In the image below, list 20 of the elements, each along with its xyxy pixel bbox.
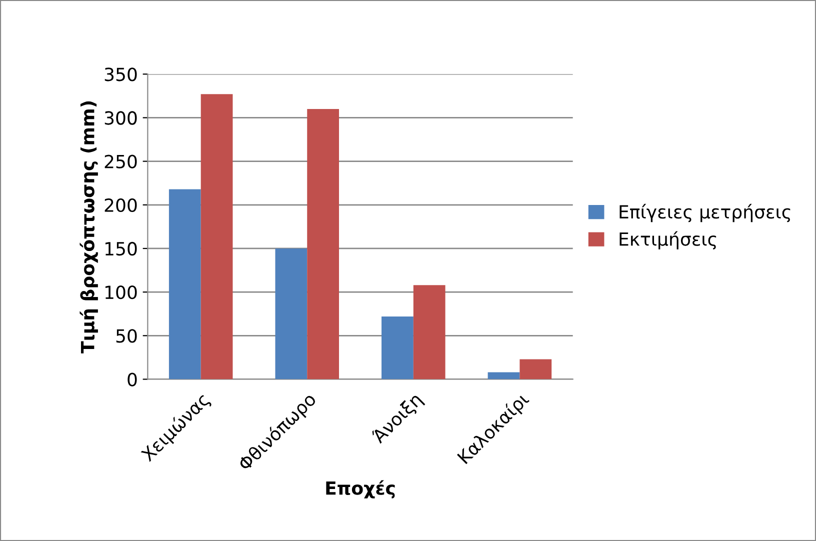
x-axis-title: Εποχές xyxy=(326,480,395,498)
bar xyxy=(382,316,414,380)
y-tick-label: 100 xyxy=(105,286,137,300)
bar xyxy=(488,372,520,380)
bar xyxy=(200,94,233,380)
y-axis-title: Τιμή βροχόπτωσης (mm) xyxy=(80,101,98,354)
y-tick-label: 50 xyxy=(116,329,137,343)
bar xyxy=(168,189,201,380)
bar xyxy=(275,248,308,380)
y-tick-label: 300 xyxy=(104,111,137,125)
legend-label: Επίγειες μετρήσεις xyxy=(620,204,790,222)
y-tick-label: 0 xyxy=(128,372,137,386)
bar xyxy=(307,108,340,380)
bar xyxy=(413,285,446,380)
bar xyxy=(520,359,552,380)
y-tick-label: 150 xyxy=(105,242,137,256)
legend-label: Εκτιμήσεις xyxy=(620,231,716,250)
y-tick-label: 350 xyxy=(104,68,137,82)
y-tick-label: 200 xyxy=(104,198,137,212)
y-tick-label: 250 xyxy=(104,154,137,168)
